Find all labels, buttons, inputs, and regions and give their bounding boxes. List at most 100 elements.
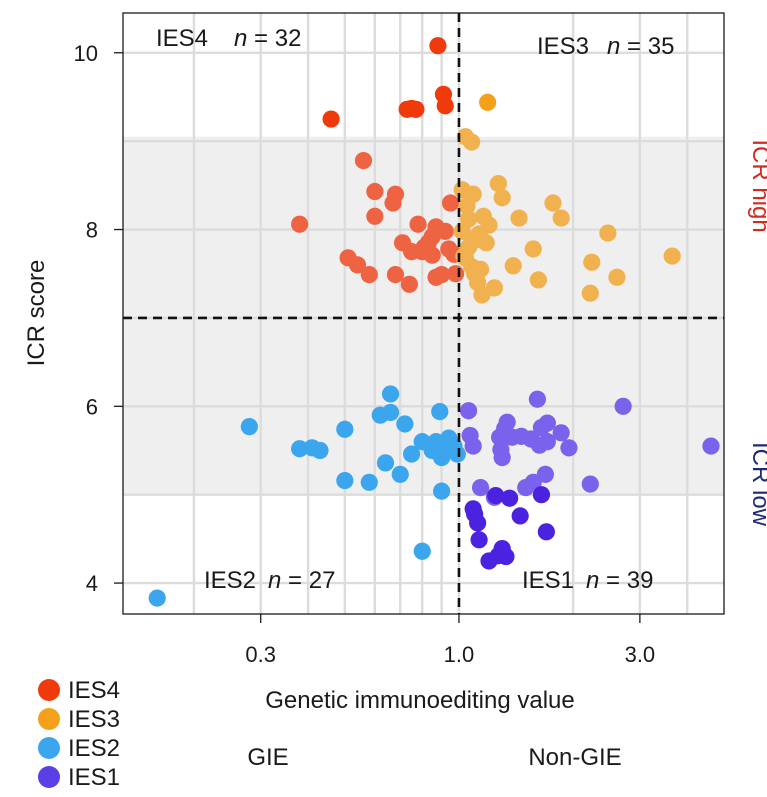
threshold-lines <box>123 13 724 614</box>
non-gie-label: Non-GIE <box>528 744 621 771</box>
data-point-ies2 <box>381 403 400 422</box>
data-point-ies1-low <box>537 523 555 541</box>
data-point-ies2 <box>431 403 449 421</box>
data-point-ies3 <box>544 194 562 212</box>
data-point-ies3 <box>608 268 626 286</box>
data-point-ies3 <box>466 231 484 249</box>
data-point-ies3 <box>504 257 522 275</box>
data-point-ies4 <box>447 265 465 283</box>
legend: IES4 IES3 IES2 IES1 <box>38 677 120 791</box>
data-point-ies4 <box>423 246 441 264</box>
data-point-ies3 <box>524 240 542 258</box>
quadrant-label-ies3: IES3 n = 35 <box>537 33 674 60</box>
x-axis-title: Genetic immunoediting value <box>265 687 575 714</box>
data-point-ies4 <box>354 152 373 170</box>
data-point-ies1 <box>536 465 554 483</box>
data-point-ies2 <box>436 440 454 458</box>
data-point-ies3 <box>510 209 528 227</box>
band-label-icr-low: ICR low <box>747 442 767 527</box>
data-point-ies2 <box>433 482 451 500</box>
data-point-ies4 <box>360 266 378 284</box>
data-point-ies1 <box>524 473 542 491</box>
data-point-ies2 <box>421 436 439 454</box>
data-point-ies1 <box>471 479 490 497</box>
x-tick-label: 3.0 <box>625 642 656 667</box>
data-point-ies1 <box>528 390 546 408</box>
data-point-ies4-top <box>322 110 340 128</box>
data-point-ies4-top <box>429 37 447 55</box>
y-axis-title: ICR score <box>23 260 50 367</box>
x-tick-label: 1.0 <box>444 642 475 667</box>
data-point-ies1 <box>581 475 599 493</box>
legend-label-ies3: IES3 <box>68 706 120 733</box>
data-point-ies1 <box>493 448 511 467</box>
x-tick-label: 0.3 <box>245 642 276 667</box>
band-label-icr-high: ICR high <box>747 139 767 232</box>
data-point-ies1 <box>614 397 632 415</box>
data-point-ies1 <box>702 437 720 455</box>
quadrant-label-ies4: IES4 n = 32 <box>156 25 301 52</box>
data-point-ies4 <box>348 256 367 274</box>
data-point-ies3 <box>663 247 681 265</box>
data-point-ies4 <box>433 266 451 284</box>
data-point-ies2 <box>240 418 258 436</box>
data-point-ies1 <box>538 414 556 432</box>
data-point-ies1-low <box>501 489 519 507</box>
data-point-ies3 <box>552 209 570 227</box>
quadrant-label-ies1: IES1 n = 39 <box>522 567 653 594</box>
data-point-ies2 <box>391 465 409 483</box>
data-point-ies4 <box>441 194 460 212</box>
legend-swatch-ies1 <box>38 766 60 788</box>
data-point-ies3 <box>599 224 617 242</box>
data-point-ies4-top <box>407 100 425 118</box>
data-point-ies3 <box>458 197 476 215</box>
data-point-ies4 <box>386 266 405 284</box>
y-tick-label: 6 <box>86 394 98 419</box>
data-point-ies2 <box>403 445 421 463</box>
data-point-ies2 <box>360 473 378 491</box>
data-point-ies2 <box>413 542 431 560</box>
data-point-ies3 <box>529 271 548 289</box>
data-point-ies3 <box>485 279 503 297</box>
data-point-ies3 <box>493 189 511 207</box>
legend-label-ies4: IES4 <box>68 677 120 704</box>
data-point-ies1 <box>538 433 556 451</box>
data-point-ies3 <box>463 133 481 151</box>
y-tick-label: 4 <box>86 571 98 596</box>
data-point-ies2 <box>381 385 400 403</box>
data-point-ies1-low <box>532 486 551 504</box>
data-point-ies3 <box>581 284 599 302</box>
data-point-ies3 <box>480 216 498 234</box>
data-point-ies1 <box>459 402 478 420</box>
data-point-ies4 <box>366 182 384 201</box>
data-point-ies4 <box>436 222 454 240</box>
y-tick-label: 8 <box>86 218 98 243</box>
legend-swatch-ies4 <box>38 679 60 701</box>
data-point-ies1 <box>498 413 516 431</box>
data-point-ies1-low <box>470 531 488 549</box>
quadrant-label-ies2: IES2 n = 27 <box>204 567 335 594</box>
plot-frame <box>122 12 725 615</box>
legend-label-ies2: IES2 <box>68 735 120 762</box>
data-point-ies1-low <box>497 547 515 566</box>
data-point-ies2 <box>336 420 354 438</box>
data-point-ies1 <box>560 439 578 457</box>
legend-swatch-ies2 <box>38 737 60 759</box>
data-points <box>148 37 720 607</box>
gie-label: GIE <box>247 744 288 771</box>
data-point-ies1-low <box>511 507 529 525</box>
data-point-ies4 <box>386 185 405 203</box>
data-point-ies1-low <box>469 514 487 532</box>
data-point-ies3-top <box>479 93 497 111</box>
legend-swatch-ies3 <box>38 708 60 730</box>
data-point-ies3 <box>583 253 601 271</box>
data-point-ies2 <box>396 415 414 433</box>
data-point-ies2 <box>336 471 354 490</box>
data-point-ies2 <box>376 454 395 472</box>
data-point-ies1-low <box>487 486 505 505</box>
axes: 4 6 8 10 0.3 1.0 3.0 <box>74 41 656 667</box>
y-tick-label: 10 <box>74 41 98 66</box>
data-point-ies4 <box>291 215 309 233</box>
data-point-ies4 <box>409 215 427 233</box>
